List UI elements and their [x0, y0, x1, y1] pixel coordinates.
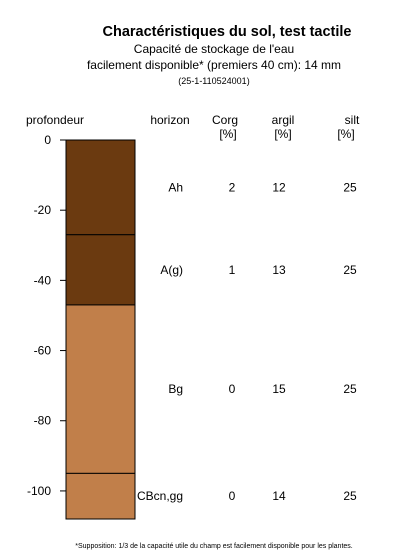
corg-value: 0	[229, 489, 236, 503]
column-header-silt-unit: [%]	[337, 127, 354, 141]
y-tick-label: -60	[34, 344, 52, 358]
chart-subtitle-line1: Capacité de stockage de l'eau	[133, 42, 295, 56]
horizon-label: Ah	[168, 180, 183, 194]
sample-code: (25-1-110524001)	[178, 76, 250, 86]
silt-value: 25	[343, 180, 357, 194]
horizon-label: Bg	[168, 382, 183, 396]
column-header-corg: Corg	[212, 113, 238, 127]
horizon-layer-2	[65, 304, 136, 474]
y-tick-label: -80	[34, 414, 52, 428]
column-header-corg-unit: [%]	[219, 127, 236, 141]
corg-value: 1	[229, 263, 236, 277]
silt-value: 25	[343, 489, 357, 503]
argil-value: 13	[272, 263, 286, 277]
y-tick-label: 0	[44, 133, 51, 147]
argil-value: 14	[272, 489, 286, 503]
horizon-layer-1	[65, 234, 136, 306]
column-header-argil-unit: [%]	[274, 127, 291, 141]
horizon-layer-0	[65, 139, 136, 236]
chart-title: Charactéristiques du sol, test tactile	[102, 24, 352, 40]
corg-value: 2	[229, 180, 236, 194]
column-header-horizon: horizon	[150, 113, 189, 127]
y-axis-label: profondeur	[26, 113, 84, 127]
plot-area: 0 -20 -40 -60 -80 -100 Ah 2 12 25 A(g) 1 13 25 Bg 0 15 25…	[27, 133, 357, 520]
y-tick-label: -20	[34, 203, 52, 217]
argil-value: 12	[272, 180, 286, 194]
column-header-silt: silt	[345, 113, 360, 127]
chart-subtitle-line2: facilement disponible* (premiers 40 cm):…	[86, 58, 342, 72]
horizon-layer-3	[65, 472, 136, 520]
horizon-label: A(g)	[160, 263, 183, 277]
y-tick-label: -100	[27, 484, 51, 498]
silt-value: 25	[343, 263, 357, 277]
silt-value: 25	[343, 382, 357, 396]
corg-value: 0	[229, 382, 236, 396]
argil-value: 15	[272, 382, 286, 396]
y-tick-label: -40	[34, 273, 52, 287]
horizon-label: CBcn,gg	[137, 489, 183, 503]
column-header-argil: argil	[272, 113, 295, 127]
footnote: *Supposition: 1/3 de la capacité utile d…	[75, 543, 353, 550]
